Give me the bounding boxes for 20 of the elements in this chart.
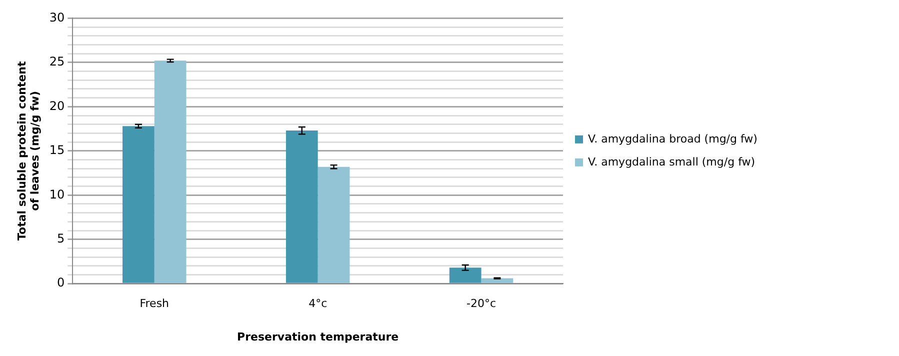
y-axis-title: Total soluble protein content of leaves (mg/g fw) xyxy=(15,61,42,241)
bar xyxy=(154,60,186,283)
legend-label: V. amygdalina small (mg/g fw) xyxy=(588,155,756,168)
y-tick-label: 5 xyxy=(57,231,65,246)
x-tick-label: Fresh xyxy=(140,297,170,310)
x-tick-label: 4°c xyxy=(308,297,328,310)
y-tick-label: 20 xyxy=(49,98,65,113)
y-tick-label: 25 xyxy=(49,54,65,69)
x-axis-title: Preservation temperature xyxy=(237,330,399,344)
y-tick-label: 10 xyxy=(49,187,65,202)
bar xyxy=(286,130,318,283)
y-tick-label: 30 xyxy=(49,10,65,24)
x-tick-label: -20°c xyxy=(466,297,496,310)
bar xyxy=(481,278,514,283)
y-tick-label: 15 xyxy=(49,143,65,158)
bar xyxy=(122,126,154,283)
bar xyxy=(318,166,350,283)
y-tick-label: 0 xyxy=(57,276,65,290)
bar xyxy=(449,268,482,283)
legend-label: V. amygdalina broad (mg/g fw) xyxy=(588,132,758,146)
